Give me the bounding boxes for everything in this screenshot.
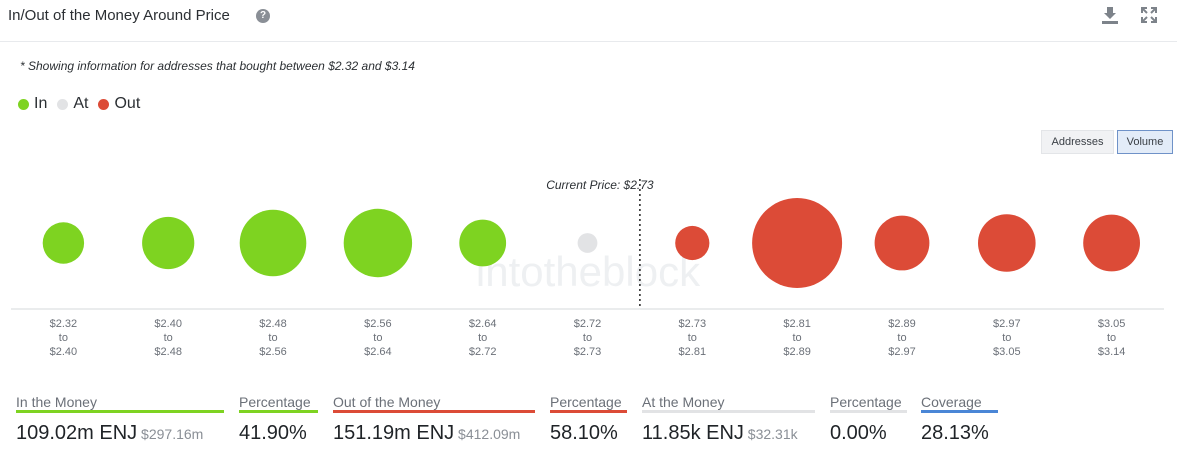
- x-tick-label: $2.89: [783, 346, 811, 358]
- legend-dot-out: [98, 98, 110, 110]
- stat-main-value: 109.02m ENJ: [16, 422, 138, 444]
- x-tick-label: to: [373, 332, 382, 344]
- stat-value: 151.19m ENJ $412.09m: [333, 422, 535, 445]
- x-tick-label: $2.89: [888, 318, 916, 330]
- stat-block: In the Money 109.02m ENJ $297.16m: [16, 390, 224, 445]
- stat-label: At the Money: [642, 390, 815, 413]
- legend-label-at: At: [73, 95, 89, 112]
- stat-usd-value: $412.09m: [454, 426, 521, 442]
- x-tick-label: $2.72: [469, 346, 497, 358]
- x-tick-label: $3.05: [993, 346, 1021, 358]
- stat-main-value: 11.85k ENJ: [642, 422, 744, 444]
- x-tick-label: $2.48: [154, 346, 182, 358]
- x-tick-label: $3.05: [1098, 318, 1126, 330]
- x-tick-label: to: [897, 332, 906, 344]
- stat-label: Coverage: [921, 390, 998, 413]
- x-tick-label: to: [164, 332, 173, 344]
- legend-dot-at: [57, 98, 69, 110]
- x-tick-label: to: [1107, 332, 1116, 344]
- legend-item-out[interactable]: Out: [98, 95, 140, 113]
- x-tick-label: $2.64: [364, 346, 392, 358]
- stat-value: 41.90%: [239, 422, 318, 445]
- stat-block: At the Money 11.85k ENJ $32.31k: [642, 390, 815, 445]
- x-tick-label: $2.97: [888, 346, 916, 358]
- legend-dot-in: [18, 98, 29, 110]
- stat-block: Percentage 41.90%: [239, 390, 318, 445]
- bubble-out: [675, 225, 710, 261]
- x-tick-label: to: [59, 332, 68, 344]
- x-tick-label: $2.48: [259, 318, 287, 330]
- current-price-label: Current Price: $2.73: [546, 178, 654, 192]
- x-tick-label: $2.97: [993, 318, 1021, 330]
- bubble-in: [142, 216, 195, 270]
- help-icon[interactable]: ?: [256, 9, 270, 23]
- chart-legend: In At Out: [18, 95, 150, 113]
- x-tick-label: $2.72: [574, 318, 602, 330]
- addresses-toggle-button[interactable]: Addresses: [1041, 130, 1114, 154]
- download-icon[interactable]: [1100, 5, 1120, 25]
- widget-title: In/Out of the Money Around Price: [8, 7, 230, 24]
- stat-main-value: 151.19m ENJ: [333, 422, 455, 444]
- volume-toggle-button[interactable]: Volume: [1117, 130, 1173, 154]
- watermark: intotheblock: [476, 248, 701, 295]
- legend-label-in: In: [34, 95, 48, 112]
- x-tick-label: $2.73: [679, 318, 707, 330]
- x-tick-label: $2.73: [574, 346, 602, 358]
- x-tick-label: $2.40: [154, 318, 182, 330]
- bubble-out: [1083, 214, 1140, 272]
- expand-icon[interactable]: [1139, 5, 1159, 25]
- stat-block: Percentage 0.00%: [830, 390, 907, 445]
- stat-main-value: 0.00%: [830, 422, 887, 444]
- x-tick-label: $3.14: [1098, 346, 1126, 358]
- stat-value: 28.13%: [921, 422, 998, 445]
- stat-main-value: 41.90%: [239, 422, 307, 444]
- bubble-in: [42, 222, 85, 264]
- legend-item-at[interactable]: At: [57, 95, 88, 113]
- bubble-in: [459, 219, 507, 267]
- stat-usd-value: $297.16m: [137, 426, 204, 442]
- x-tick-label: to: [1002, 332, 1011, 344]
- stat-value: 0.00%: [830, 422, 907, 445]
- stat-main-value: 58.10%: [550, 422, 618, 444]
- x-tick-label: to: [793, 332, 802, 344]
- x-tick-label: to: [478, 332, 487, 344]
- x-tick-label: $2.32: [50, 318, 78, 330]
- x-tick-label: $2.64: [469, 318, 497, 330]
- stat-label: Percentage: [830, 390, 907, 413]
- bubble-out: [752, 198, 843, 288]
- widget-header: In/Out of the Money Around Price ?: [0, 0, 1177, 42]
- legend-label-out: Out: [114, 95, 141, 112]
- x-tick-label: $2.81: [783, 318, 811, 330]
- x-tick-label: $2.81: [679, 346, 707, 358]
- stat-label: Percentage: [239, 390, 318, 413]
- stat-label: Out of the Money: [333, 390, 535, 413]
- stat-usd-value: $32.31k: [743, 426, 798, 442]
- bubble-out: [874, 215, 930, 271]
- x-tick-label: to: [688, 332, 697, 344]
- range-note: * Showing information for addresses that…: [20, 59, 415, 73]
- stat-label: Percentage: [550, 390, 627, 413]
- bubble-at: [577, 233, 598, 253]
- x-tick-label: to: [268, 332, 277, 344]
- legend-item-in[interactable]: In: [18, 95, 47, 113]
- bubble-out: [978, 214, 1036, 272]
- stat-main-value: 28.13%: [921, 422, 989, 444]
- x-tick-label: $2.56: [364, 318, 392, 330]
- stat-block: Out of the Money 151.19m ENJ $412.09m: [333, 390, 535, 445]
- x-tick-label: $2.40: [50, 346, 78, 358]
- stat-value: 58.10%: [550, 422, 627, 445]
- x-tick-label: $2.56: [259, 346, 287, 358]
- bubble-in: [239, 209, 307, 277]
- stat-value: 109.02m ENJ $297.16m: [16, 422, 224, 445]
- stat-block: Coverage 28.13%: [921, 390, 998, 445]
- bubble-chart: intotheblock $2.32 to $2.40 $2.40 to $2.48 $2.4…: [11, 178, 1164, 358]
- bubble-in: [343, 208, 413, 278]
- stat-value: 11.85k ENJ $32.31k: [642, 422, 815, 445]
- stat-block: Percentage 58.10%: [550, 390, 627, 445]
- stat-label: In the Money: [16, 390, 224, 413]
- x-tick-label: to: [583, 332, 592, 344]
- summary-stats: In the Money 109.02m ENJ $297.16m Percenta…: [0, 390, 1177, 465]
